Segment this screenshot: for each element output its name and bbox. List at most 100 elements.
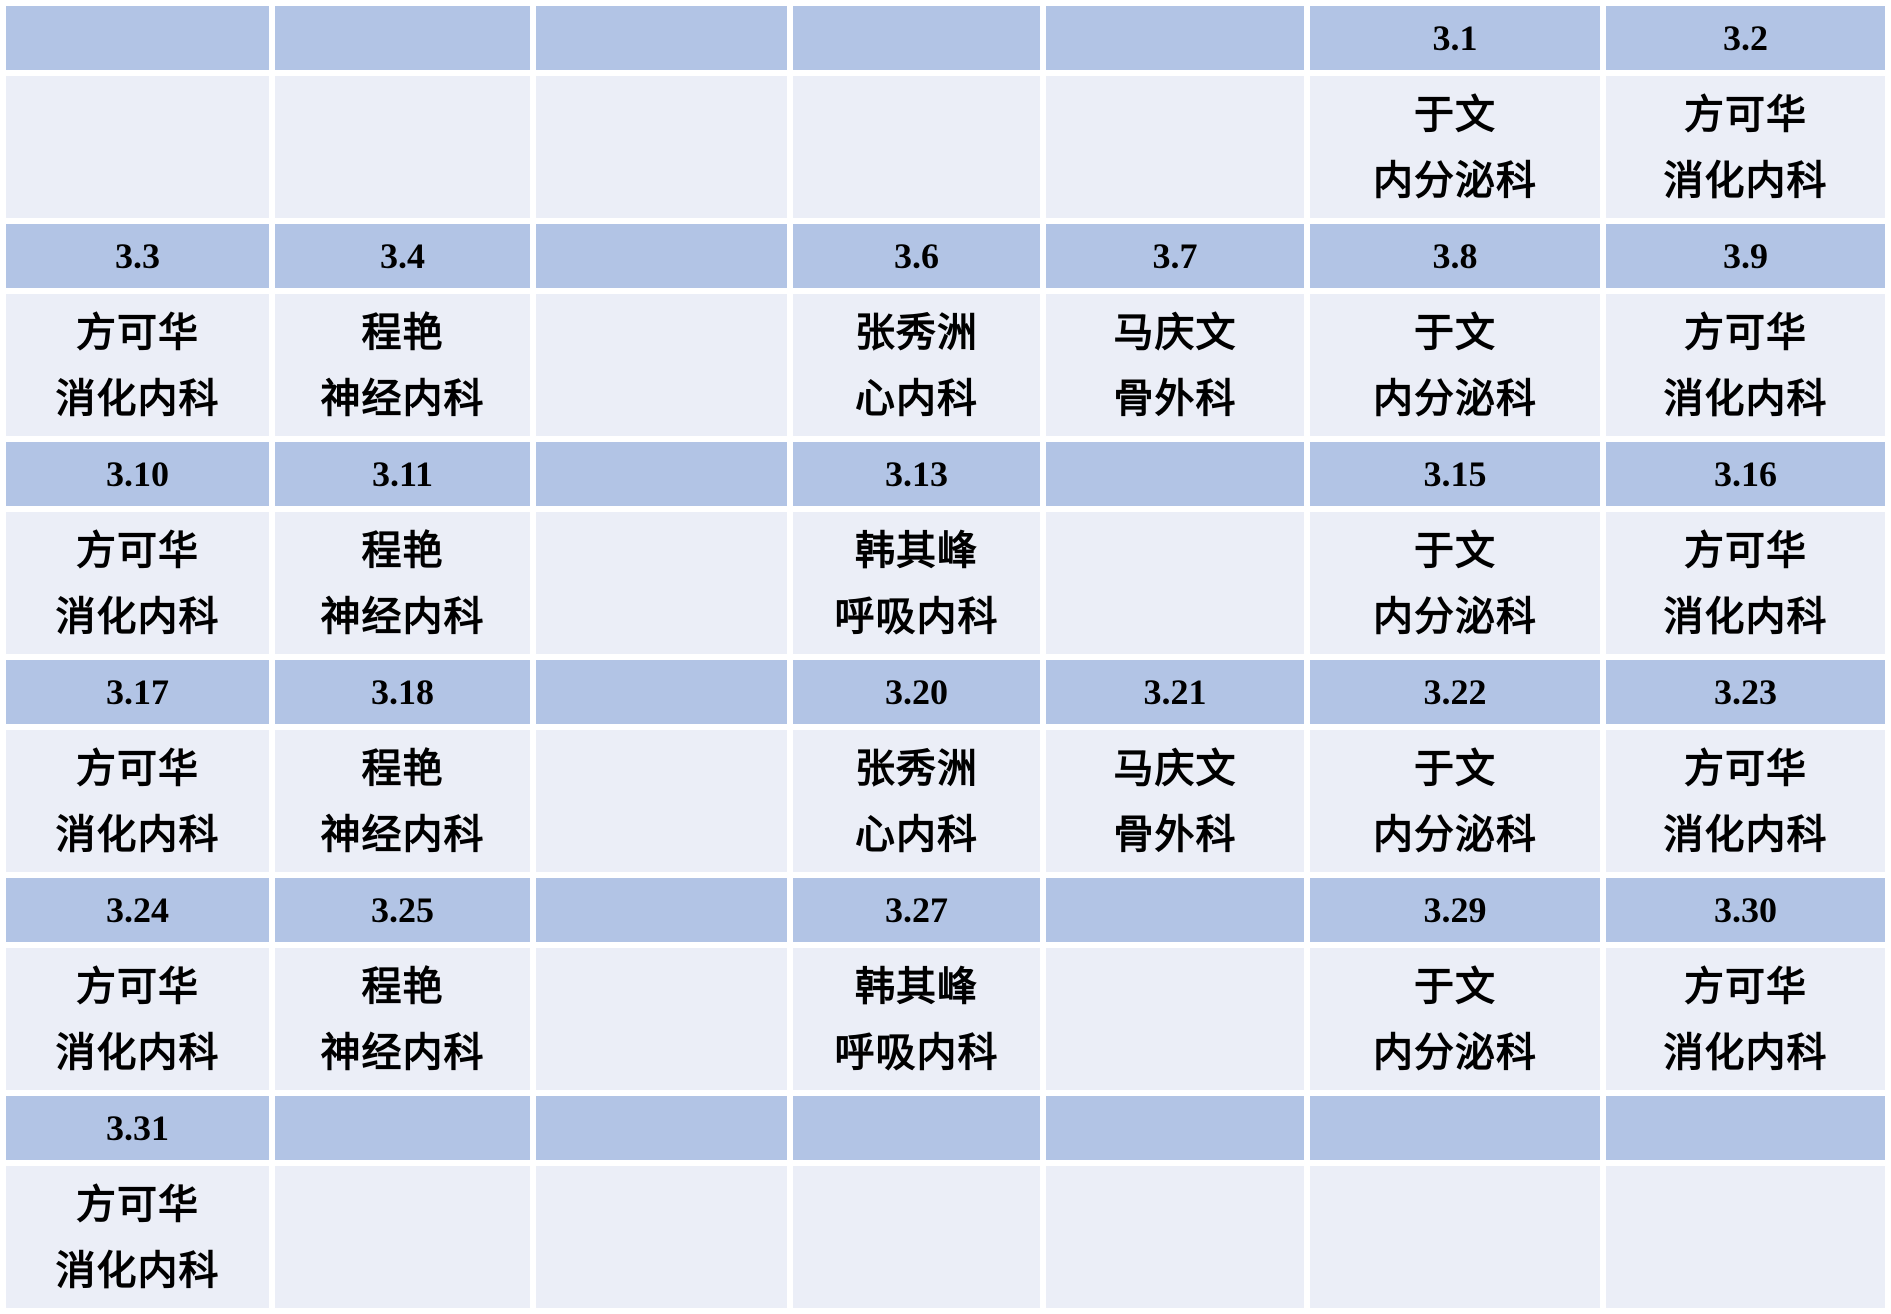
assignment-cell [536,512,787,654]
date-cell: 3.9 [1606,224,1885,288]
date-cell [536,878,787,942]
department-name: 心内科 [855,812,978,857]
doctor-name [1046,514,1304,580]
assignment-cell: 方可华 消化内科 [6,948,269,1090]
date-label: 3.11 [371,454,433,494]
assignment-cell: 方可华 消化内科 [1606,512,1885,654]
date-cell [275,6,530,70]
date-cell [793,1096,1040,1160]
department-name [536,1016,787,1082]
doctor-name: 方可华 [1684,92,1807,137]
assignment-cell: 方可华 消化内科 [6,1166,269,1308]
date-label: 3.1 [1432,18,1478,58]
department-name: 呼吸内科 [834,1030,999,1075]
assignment-cell [536,730,787,872]
date-cell: 3.30 [1606,878,1885,942]
doctor-name [275,1168,530,1234]
assignment-cell [6,76,269,218]
date-label: 3.23 [1714,672,1777,712]
doctor-name [793,1168,1040,1234]
department-name: 神经内科 [320,594,485,639]
doctor-name: 于文 [1414,528,1496,573]
assignment-cell: 于文 内分泌科 [1310,76,1600,218]
date-label: 3.4 [380,236,425,276]
department-name: 消化内科 [55,1030,220,1075]
assignment-cell [793,76,1040,218]
assignment-cell: 方可华 消化内科 [6,512,269,654]
date-label: 3.16 [1714,454,1777,494]
date-cell [1310,1096,1600,1160]
doctor-name: 方可华 [76,964,199,1009]
date-cell: 3.6 [793,224,1040,288]
doctor-name: 方可华 [1684,528,1807,573]
date-cell [6,6,269,70]
date-cell [536,6,787,70]
doctor-name [536,514,787,580]
date-cell: 3.20 [793,660,1040,724]
assignment-cell: 程艳 神经内科 [275,512,530,654]
assignment-cell [1046,948,1304,1090]
department-name [1046,580,1304,646]
department-name: 骨外科 [1113,812,1237,857]
date-label: 3.7 [1152,236,1198,276]
assignment-cell: 方可华 消化内科 [1606,730,1885,872]
date-label: 3.9 [1723,236,1768,276]
doctor-name [793,78,1040,144]
date-label: 3.20 [885,672,948,712]
department-name [275,1234,530,1300]
doctor-name [6,78,269,144]
assignment-cell [793,1166,1040,1308]
date-cell [536,660,787,724]
date-cell: 3.16 [1606,442,1885,506]
date-label: 3.18 [371,672,434,712]
doctor-name [1046,950,1304,1016]
assignment-cell [536,76,787,218]
assignment-cell [1046,512,1304,654]
department-name: 消化内科 [55,812,220,857]
date-cell: 3.21 [1046,660,1304,724]
department-name: 消化内科 [1663,158,1828,203]
assignment-cell [275,1166,530,1308]
department-name: 内分泌科 [1373,158,1537,203]
department-name [6,144,269,210]
week-assignment-row: 方可华 消化内科 程艳 神经内科 张秀洲 心内科 马庆文 骨外科 于文 内分泌科 方可华 消化内科 [6,294,1885,436]
week-assignment-row: 于文内分泌科 方可华消化内科 [6,76,1885,218]
date-cell [275,1096,530,1160]
doctor-name: 方可华 [76,746,199,791]
assignment-cell [1606,1166,1885,1308]
date-cell: 3.22 [1310,660,1600,724]
doctor-name: 张秀洲 [855,310,978,355]
doctor-name: 于文 [1414,92,1496,137]
date-cell [1046,442,1304,506]
date-label: 3.21 [1143,672,1207,712]
assignment-cell: 于文 内分泌科 [1310,948,1600,1090]
assignment-cell: 于文 内分泌科 [1310,730,1600,872]
date-cell: 3.15 [1310,442,1600,506]
department-name [1046,1016,1304,1082]
date-cell [536,442,787,506]
doctor-name [275,78,530,144]
week-date-row: 3.31 [6,1096,1885,1160]
date-label: 3.31 [106,1108,169,1148]
department-name [1046,144,1304,210]
assignment-cell [1046,76,1304,218]
date-cell: 3.24 [6,878,269,942]
department-name: 内分泌科 [1373,1030,1537,1075]
doctor-name: 方可华 [1684,964,1807,1009]
doctor-name [536,732,787,798]
assignment-cell [536,294,787,436]
assignment-cell: 马庆文 骨外科 [1046,294,1304,436]
week-assignment-row: 方可华 消化内科 程艳 神经内科 韩其峰 呼吸内科 于文 内分泌科 方可华 消化内科 [6,948,1885,1090]
department-name: 内分泌科 [1373,594,1537,639]
department-name: 心内科 [855,376,978,421]
date-cell: 3.31 [6,1096,269,1160]
date-label: 3.8 [1432,236,1478,276]
department-name: 骨外科 [1113,376,1237,421]
date-cell: 3.11 [275,442,530,506]
doctor-name: 程艳 [361,964,444,1009]
department-name: 神经内科 [320,376,485,421]
date-label: 3.22 [1423,672,1487,712]
department-name: 消化内科 [55,594,220,639]
assignment-cell: 方可华 消化内科 [6,294,269,436]
assignment-cell: 张秀洲 心内科 [793,294,1040,436]
